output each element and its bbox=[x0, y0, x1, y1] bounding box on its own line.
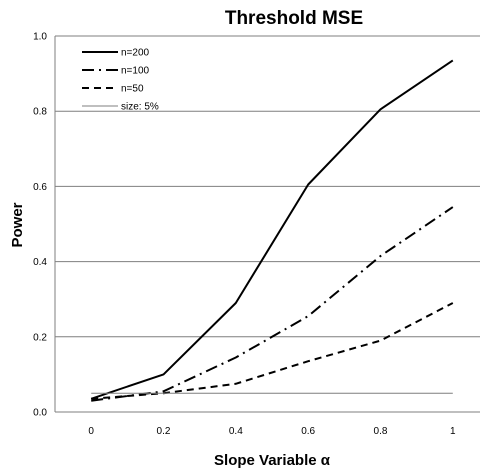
legend-label: size: 5% bbox=[121, 102, 159, 113]
series-line-n-100 bbox=[91, 206, 454, 402]
x-tick-label: 0.6 bbox=[301, 426, 315, 437]
x-tick-label: 0 bbox=[88, 426, 94, 437]
legend-label: n=100 bbox=[121, 66, 150, 77]
series-line-n-50 bbox=[91, 302, 454, 400]
x-tick-label: 0.2 bbox=[157, 426, 171, 437]
x-tick-label: 0.4 bbox=[229, 426, 243, 437]
y-tick-label: 0.4 bbox=[33, 257, 47, 268]
legend-label: n=200 bbox=[121, 48, 150, 59]
x-tick-label: 0.8 bbox=[374, 426, 388, 437]
y-tick-label: 0.2 bbox=[33, 332, 47, 343]
x-axis-label: Slope Variable α bbox=[214, 452, 331, 469]
y-tick-label: 1.0 bbox=[33, 32, 47, 43]
chart-title: Threshold MSE bbox=[225, 8, 363, 29]
y-tick-label: 0.0 bbox=[33, 408, 47, 419]
series-line-n-200 bbox=[90, 59, 454, 400]
y-tick-label: 0.8 bbox=[33, 107, 47, 118]
y-axis-label: Power bbox=[9, 202, 26, 247]
legend-label: n=50 bbox=[121, 84, 144, 95]
y-tick-label: 0.6 bbox=[33, 182, 47, 193]
x-tick-label: 1 bbox=[450, 426, 456, 437]
